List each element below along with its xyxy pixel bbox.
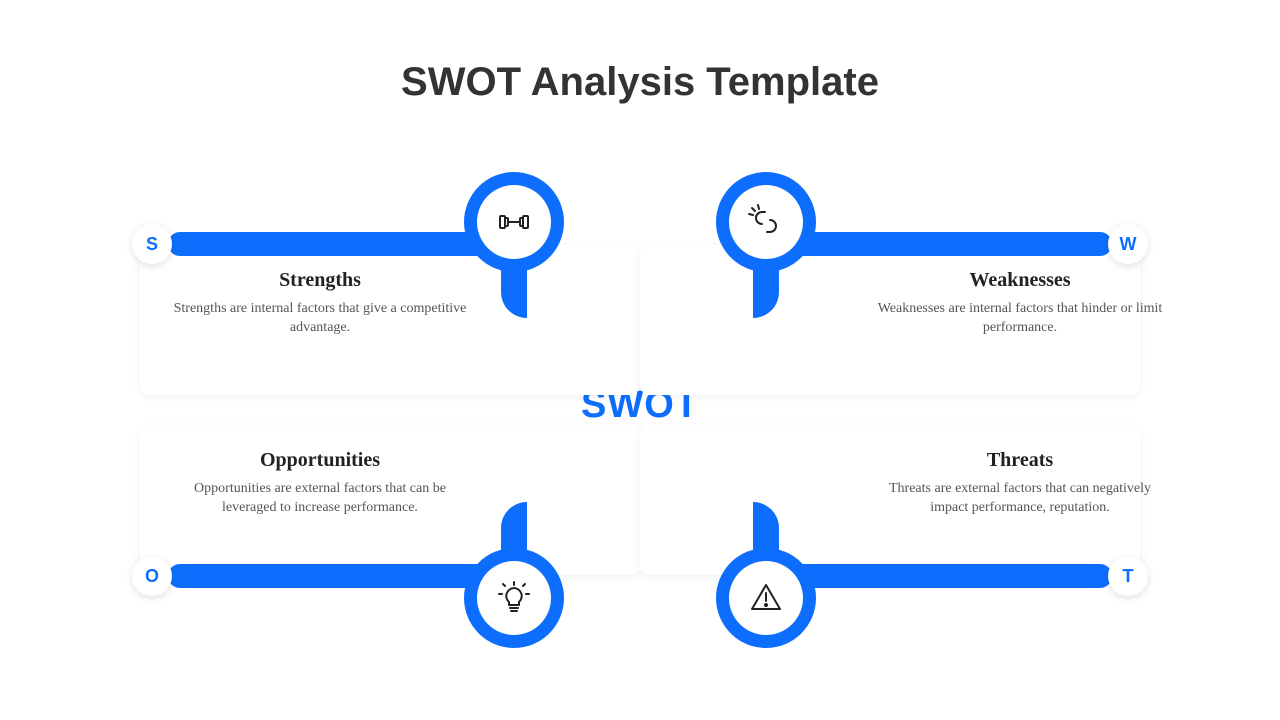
card-body-strengths: Strengths are internal factors that give…: [170, 300, 470, 338]
warning-icon: [746, 578, 786, 618]
icon-circle-strengths: [464, 172, 564, 272]
badge-t: T: [1108, 556, 1148, 596]
lightbulb-icon: [494, 578, 534, 618]
icon-circle-threats: [716, 548, 816, 648]
icon-circle-weaknesses: [716, 172, 816, 272]
connector-bar: [168, 232, 498, 256]
dumbbell-icon: [494, 202, 534, 242]
card-strengths: Strengths Strengths are internal factors…: [140, 245, 640, 395]
badge-o: O: [132, 556, 172, 596]
card-body-opportunities: Opportunities are external factors that …: [170, 480, 470, 518]
icon-circle-opportunities: [464, 548, 564, 648]
connector-bar: [782, 564, 1112, 588]
broken-link-icon: [746, 202, 786, 242]
card-title-strengths: Strengths: [170, 269, 470, 292]
card-title-weaknesses: Weaknesses: [870, 269, 1170, 292]
card-title-threats: Threats: [870, 449, 1170, 472]
badge-w: W: [1108, 224, 1148, 264]
card-title-opportunities: Opportunities: [170, 449, 470, 472]
card-weaknesses: Weaknesses Weaknesses are internal facto…: [640, 245, 1140, 395]
connector-bar: [168, 564, 498, 588]
badge-s: S: [132, 224, 172, 264]
card-body-weaknesses: Weaknesses are internal factors that hin…: [870, 300, 1170, 338]
card-opportunities: Opportunities Opportunities are external…: [140, 425, 640, 575]
card-body-threats: Threats are external factors that can ne…: [870, 480, 1170, 518]
connector-bar: [782, 232, 1112, 256]
page-title: SWOT Analysis Template: [0, 60, 1280, 105]
card-threats: Threats Threats are external factors tha…: [640, 425, 1140, 575]
